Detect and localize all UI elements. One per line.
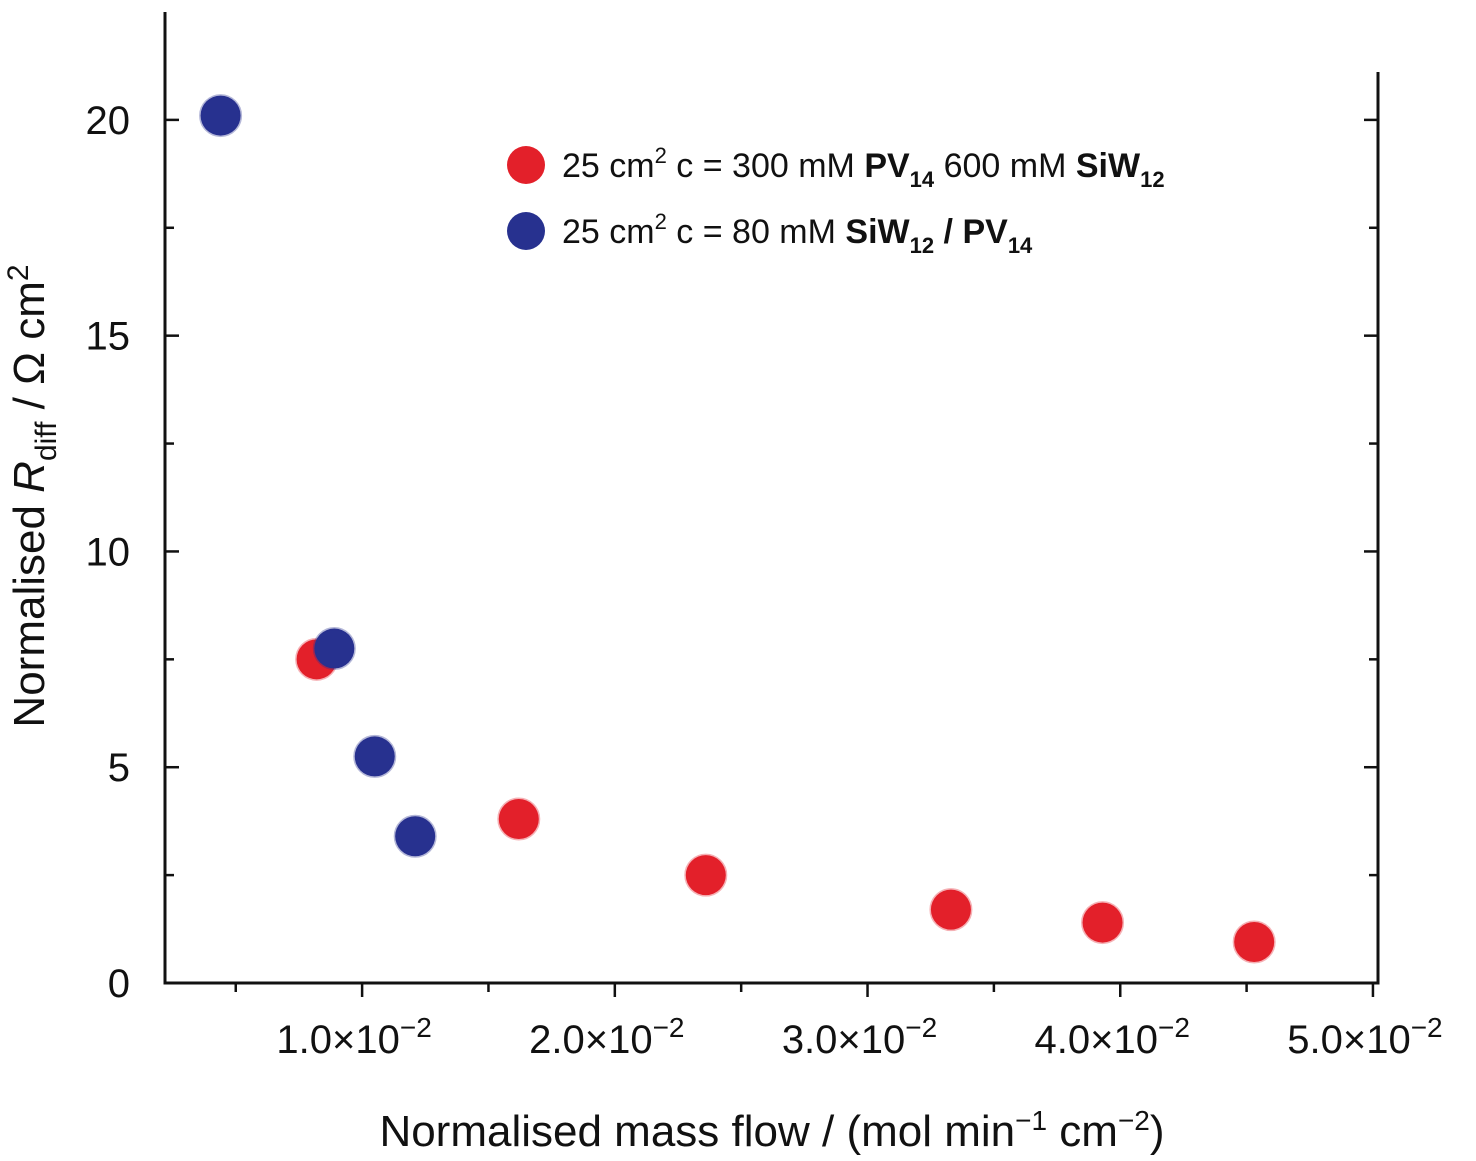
y-tick-label: 10 xyxy=(86,530,131,574)
x-tick-label: 5.0×10−2 xyxy=(1287,1012,1442,1062)
x-tick-label: 2.0×10−2 xyxy=(529,1012,684,1062)
data-point xyxy=(1232,920,1276,964)
data-point xyxy=(684,853,728,897)
y-axis-title: Normalised Rdiff / Ω cm2 xyxy=(2,264,63,727)
data-point xyxy=(353,734,397,778)
y-tick-label: 15 xyxy=(86,315,131,359)
y-tick-label: 20 xyxy=(86,99,131,143)
series-2 xyxy=(199,94,437,858)
legend-entry-1: 25 cm2 c = 300 mM PV14 600 mM SiW12 xyxy=(507,143,1165,192)
legend-label: 25 cm2 c = 300 mM PV14 600 mM SiW12 xyxy=(562,143,1165,192)
data-point xyxy=(497,797,541,841)
series-1 xyxy=(295,637,1276,964)
data-point xyxy=(1081,901,1125,945)
x-axis-title: Normalised mass flow / (mol min−1 cm−2) xyxy=(379,1105,1164,1156)
data-points xyxy=(199,94,1276,964)
y-tick-label: 5 xyxy=(108,746,130,790)
plot-frame xyxy=(163,12,1380,985)
data-point xyxy=(199,94,243,138)
data-point xyxy=(393,814,437,858)
y-tick-label: 0 xyxy=(108,962,130,1006)
x-tick-label: 1.0×10−2 xyxy=(276,1012,431,1062)
tick-labels: 0 5 10 15 20 1.0×10−2 2.0×10−2 3.0×10−2 4.0×10−2… xyxy=(86,99,1443,1062)
legend: 25 cm2 c = 300 mM PV14 600 mM SiW12 25 cm… xyxy=(507,143,1165,258)
legend-label: 25 cm2 c = 80 mM SiW12 / PV14 xyxy=(562,209,1033,258)
x-tick-label: 3.0×10−2 xyxy=(782,1012,937,1062)
data-point xyxy=(929,888,973,932)
legend-entry-2: 25 cm2 c = 80 mM SiW12 / PV14 xyxy=(507,209,1033,258)
axis-ticks xyxy=(165,118,1378,997)
data-point xyxy=(312,627,356,671)
legend-marker xyxy=(507,146,545,184)
x-tick-label: 4.0×10−2 xyxy=(1035,1012,1190,1062)
legend-marker xyxy=(507,212,545,250)
